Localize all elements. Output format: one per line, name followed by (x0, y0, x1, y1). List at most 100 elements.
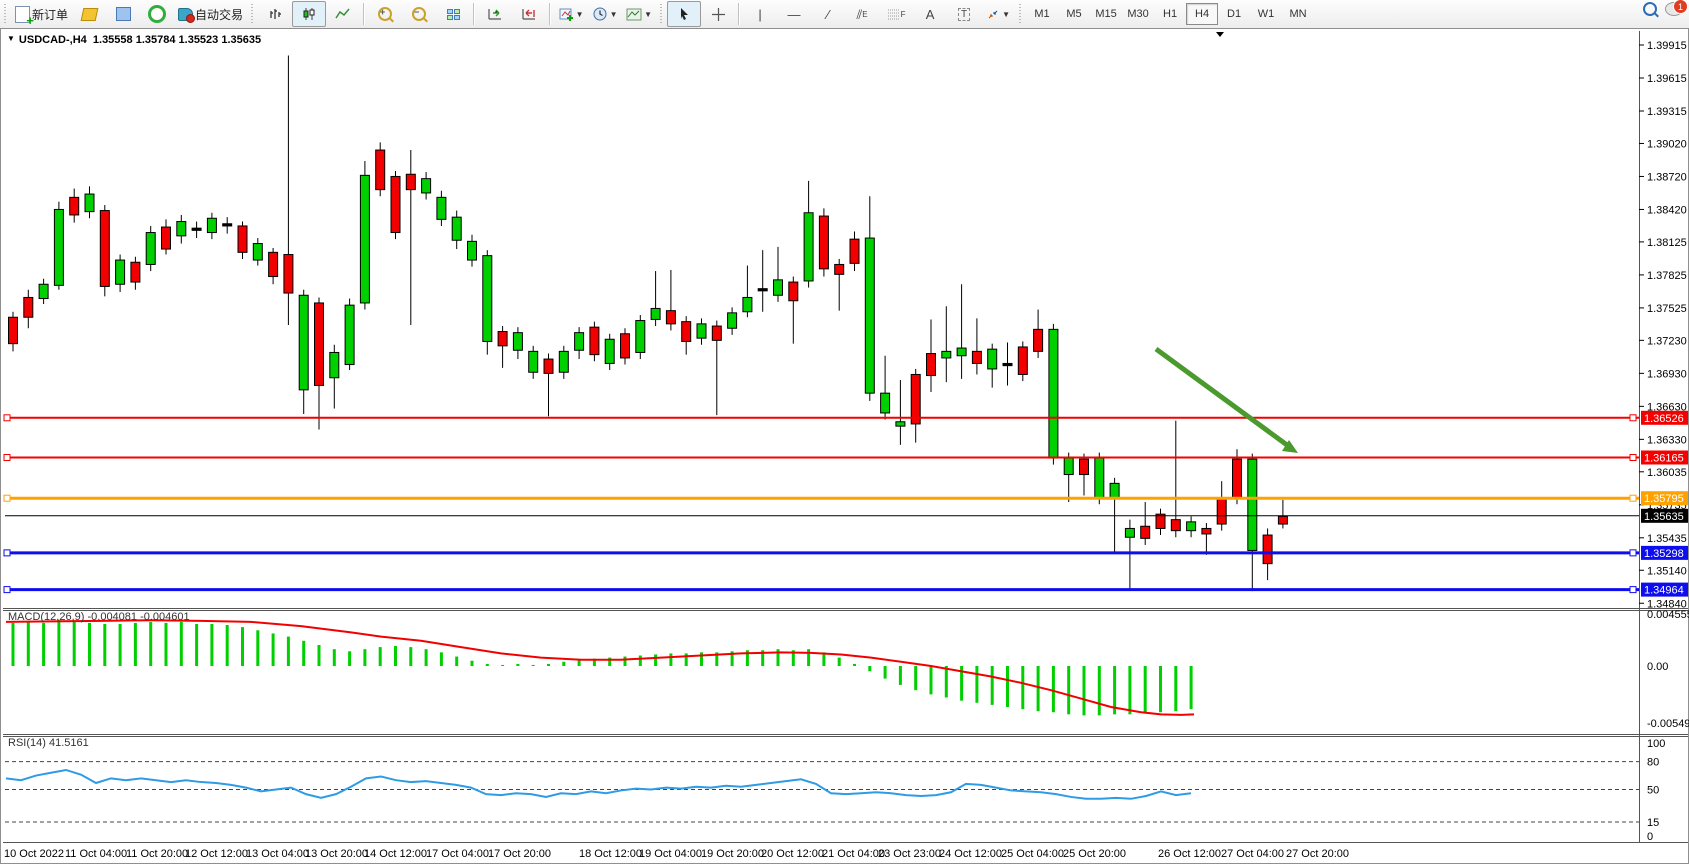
auto-scroll-button[interactable] (478, 1, 512, 27)
candlestick-chart-button[interactable] (292, 1, 327, 27)
notifications-icon[interactable]: 1 (1665, 0, 1688, 16)
text-tool-icon: A (925, 6, 935, 22)
candlestick (206, 217, 217, 234)
candlestick (99, 210, 110, 287)
crosshair-tool-button[interactable] (701, 1, 735, 27)
cursor-tool-button[interactable] (667, 1, 702, 27)
line-chart-button[interactable] (326, 1, 360, 27)
candlestick (451, 216, 462, 241)
level-line-handle[interactable] (1629, 586, 1637, 594)
timeframe-m15[interactable]: M15 (1095, 8, 1117, 20)
zoom-out-button[interactable]: − (402, 1, 436, 27)
candlestick (1247, 458, 1258, 551)
date-axis-label: 25 Oct 20:00 (1063, 848, 1126, 860)
timeframe-h1[interactable]: H1 (1163, 8, 1178, 20)
candlestick (971, 350, 982, 364)
arrows-tool-button[interactable]: ▼ (981, 1, 1015, 27)
level-line-handle[interactable] (3, 549, 11, 557)
bar-chart-button[interactable] (258, 1, 292, 27)
price-axis-label: 1.36330 (1647, 434, 1687, 446)
price-axis-label: 1.36930 (1647, 368, 1687, 380)
candlestick (665, 310, 676, 325)
auto-trading-button[interactable]: 自动交易 (174, 1, 247, 27)
auto-trading-icon (178, 7, 196, 23)
candlestick (880, 392, 891, 414)
chart-title: ▼ USDCAD-,H4 1.35558 1.35784 1.35523 1.35… (7, 34, 261, 46)
trend-arrow[interactable] (1154, 346, 1289, 448)
timeframe-h4[interactable]: H4 (1186, 3, 1219, 25)
chart-title-caret-icon[interactable]: ▼ (7, 34, 15, 43)
timeframe-m30[interactable]: M30 (1127, 8, 1149, 20)
macd-axis-label: 0.004555 (1647, 609, 1689, 621)
timeframe-w1[interactable]: W1 (1257, 8, 1275, 20)
text-label-tool-button[interactable]: T (947, 1, 981, 27)
candlestick (8, 316, 18, 345)
date-axis-label: 11 Oct 04:00 (65, 848, 127, 860)
dropdown-caret-icon: ▼ (1002, 9, 1010, 19)
candlestick (268, 251, 279, 278)
chart-canvas[interactable]: 1.39915 1.39615 1.39315 1.39020 1.38720 1.384… (1, 29, 1689, 864)
timeframe-group: M1 M5 M15 M30 H1 H4 D1 W1 MN (1026, 3, 1314, 25)
toolbar-grip[interactable] (3, 4, 8, 24)
horizontal-line-icon: — (787, 6, 801, 22)
timeframe-mn[interactable]: MN (1289, 8, 1307, 20)
search-icon[interactable] (1643, 2, 1657, 16)
candlestick (84, 193, 95, 213)
price-axis-label: 1.37525 (1647, 303, 1687, 315)
channel-sub-label: E (862, 9, 868, 19)
toolbar-grip[interactable] (1018, 4, 1024, 24)
candlestick (344, 304, 355, 366)
candlestick (1124, 527, 1135, 538)
macd-axis-label: -0.005493 (1647, 718, 1689, 730)
zoom-in-icon: + (378, 7, 393, 21)
level-line-handle[interactable] (1629, 494, 1637, 502)
candlestick (818, 215, 829, 270)
templates-button[interactable]: ▼ (622, 1, 656, 27)
timeframe-m1[interactable]: M1 (1034, 8, 1050, 20)
level-line-handle[interactable] (1629, 454, 1637, 461)
text-tool-button[interactable]: A (913, 1, 947, 27)
channel-tool-button[interactable]: ⫽ E (845, 1, 879, 27)
candlestick (987, 348, 998, 370)
level-line-handle[interactable] (1629, 414, 1637, 422)
price-axis-label: 1.38720 (1647, 171, 1687, 183)
toolbar-grip[interactable] (659, 4, 665, 24)
chart-window[interactable]: ▼ USDCAD-,H4 1.35558 1.35784 1.35523 1.35… (0, 28, 1689, 864)
level-line-handle[interactable] (3, 586, 11, 594)
level-line-handle[interactable] (1629, 549, 1637, 557)
market-watch-button[interactable] (106, 1, 140, 27)
indicators-button[interactable]: ▼ (554, 1, 588, 27)
fibonacci-tool-button[interactable]: F (879, 1, 913, 27)
price-axis-label: 1.34840 (1647, 598, 1687, 610)
toolbar-grip[interactable] (250, 4, 256, 24)
trend-arrow-head[interactable] (1282, 440, 1298, 453)
level-line-handle[interactable] (3, 454, 11, 461)
timeframe-d1[interactable]: D1 (1227, 8, 1242, 20)
candlestick (650, 307, 661, 320)
notification-badge: 1 (1673, 0, 1688, 14)
auto-scroll-icon (488, 9, 502, 20)
line-chart-icon (335, 8, 350, 19)
level-line-handle[interactable] (3, 414, 11, 422)
zoom-in-button[interactable]: + (368, 1, 402, 27)
candlestick (543, 358, 554, 374)
horizontal-line-tool-button[interactable]: — (777, 1, 811, 27)
chart-shift-button[interactable] (512, 1, 546, 27)
shift-marker-icon[interactable] (1216, 32, 1224, 37)
candlestick (558, 350, 569, 373)
level-line-handle[interactable] (3, 494, 11, 502)
candlestick (1170, 519, 1181, 532)
macd-signal-line (5, 619, 1195, 716)
rsi-axis-label: 80 (1647, 757, 1659, 769)
candlestick (1033, 328, 1044, 352)
navigator-button[interactable] (140, 1, 174, 27)
chart-profile-button[interactable] (72, 1, 106, 27)
timeframe-m5[interactable]: M5 (1066, 8, 1082, 20)
periods-button[interactable]: ▼ (588, 1, 622, 27)
vertical-line-tool-button[interactable]: | (743, 1, 777, 27)
bar-chart-icon (269, 9, 281, 19)
new-order-button[interactable]: 新订单 (11, 1, 72, 28)
tile-windows-button[interactable] (436, 1, 470, 27)
trendline-tool-button[interactable]: ∕ (811, 1, 845, 27)
